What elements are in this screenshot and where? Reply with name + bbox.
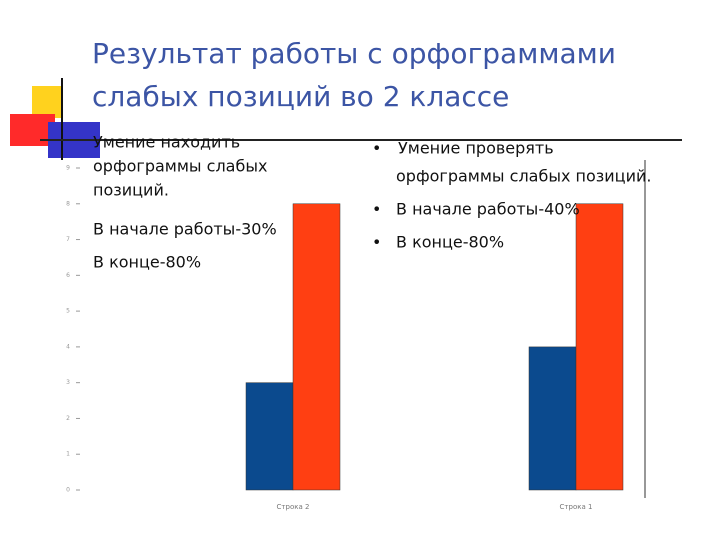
bullet: • (372, 139, 381, 158)
left-item: В конце-80% (93, 253, 201, 272)
right-text: В начале работы-40% (396, 200, 580, 219)
y-tick-label: 3 (66, 379, 70, 386)
y-tick-label: 4 (66, 343, 70, 350)
y-tick-label: 2 (66, 415, 70, 422)
y-tick-label: 9 (66, 165, 70, 172)
chart: 0 1 2 3 4 5 6 7 8 9 Строка 2 Строка 1 (66, 160, 646, 511)
x-tick-label: Строка 2 (277, 503, 310, 511)
y-tick-label: 0 (66, 487, 70, 494)
bar (528, 346, 577, 491)
right-text: орфограммы слабых позиций. (396, 167, 651, 186)
left-text: позиций. (93, 181, 169, 200)
bar (245, 382, 294, 491)
y-tick-label: 7 (66, 236, 70, 243)
y-tick-label: 6 (66, 272, 70, 279)
x-tick-label: Строка 1 (560, 503, 593, 511)
title: слабых позиций во 2 классе (92, 80, 509, 113)
bar (575, 203, 624, 491)
y-tick-label: 5 (66, 308, 70, 315)
bar (292, 203, 341, 491)
text: Результат работы с орфограммами слабых п… (92, 37, 651, 272)
title: Результат работы с орфограммами (92, 37, 616, 70)
bullet: • (372, 233, 381, 252)
bullet: • (372, 200, 381, 219)
left-item: В начале работы-30% (93, 220, 277, 239)
left-text: орфограммы слабых (93, 157, 267, 176)
deco-square (32, 86, 62, 118)
left-text: Умение находить (93, 133, 240, 152)
right-text: В конце-80% (396, 233, 504, 252)
y-tick-label: 1 (66, 451, 70, 458)
right-text: Умение проверять (398, 139, 554, 158)
y-tick-label: 8 (66, 200, 70, 207)
